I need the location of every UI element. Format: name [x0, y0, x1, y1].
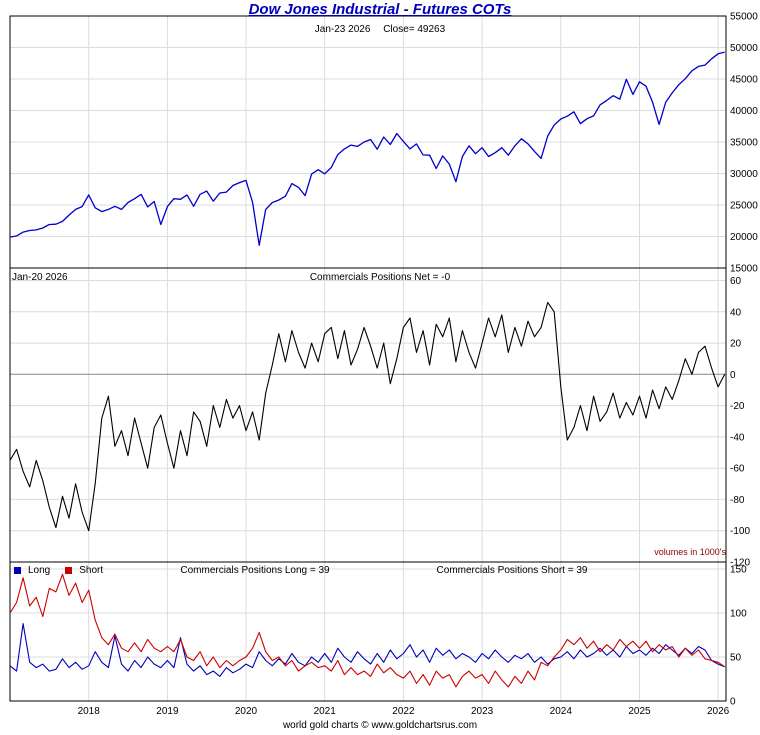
x-tick-label: 2022 [392, 706, 415, 717]
net-y-tick-label: -40 [730, 432, 745, 443]
net-y-tick-label: 0 [730, 370, 736, 381]
x-tick-label: 2021 [314, 706, 337, 717]
net-y-tick-label: 20 [730, 339, 742, 350]
x-tick-label: 2019 [156, 706, 179, 717]
commercials-long-line [9, 623, 725, 677]
net-y-tick-label: -100 [730, 526, 750, 537]
price-y-tick-label: 25000 [730, 201, 758, 212]
positions-long-title: Commercials Positions Long = 39 [180, 565, 330, 576]
price-y-tick-label: 50000 [730, 43, 758, 54]
net-panel-date-label: Jan-20 2026 [12, 272, 68, 283]
close-value-label: Close= 49263 [383, 24, 446, 35]
net-y-tick-label: -120 [730, 558, 750, 569]
price-y-tick-label: 55000 [730, 12, 758, 23]
price-y-tick-label: 40000 [730, 106, 758, 117]
chart-title: Dow Jones Industrial - Futures COTs [248, 1, 512, 18]
commercials-short-line [9, 573, 726, 688]
price-y-tick-label: 45000 [730, 75, 758, 86]
x-tick-label: 2020 [235, 706, 258, 717]
positions-y-tick-label: 0 [730, 697, 736, 708]
dow-jones-close-line [9, 51, 725, 246]
long-legend-label: Long [28, 565, 51, 576]
positions-y-tick-label: 100 [730, 609, 747, 620]
x-tick-label: 2024 [550, 706, 573, 717]
x-tick-label: 2026 [707, 706, 730, 717]
footer-credit: world gold charts © www.goldchartsrus.co… [282, 720, 478, 731]
short-legend-label: Short [79, 565, 104, 576]
price-y-tick-label: 15000 [730, 264, 758, 275]
positions-y-tick-label: 150 [730, 565, 747, 576]
net-y-tick-label: -60 [730, 464, 745, 475]
short-legend-swatch [65, 567, 73, 574]
net-y-tick-label: 60 [730, 276, 742, 287]
positions-legend: Long Short [14, 565, 103, 576]
positions-short-title: Commercials Positions Short = 39 [436, 565, 588, 576]
price-panel-subtitle: Jan-23 2026 Close= 49263 [0, 24, 760, 35]
net-panel-title: Commercials Positions Net = -0 [309, 272, 451, 283]
net-y-tick-label: -80 [730, 495, 745, 506]
price-y-tick-label: 35000 [730, 138, 758, 149]
latest-date-label: Jan-23 2026 [314, 24, 371, 35]
positions-panel-border [9, 561, 727, 702]
x-tick-label: 2018 [78, 706, 101, 717]
net-y-tick-label: -20 [730, 401, 745, 412]
volumes-note: volumes in 1000's [654, 547, 726, 557]
price-y-tick-label: 20000 [730, 232, 758, 243]
positions-y-tick-label: 50 [730, 653, 742, 664]
commercials-net-line [9, 301, 726, 532]
long-legend-swatch [14, 567, 21, 574]
x-tick-label: 2023 [471, 706, 494, 717]
x-tick-label: 2025 [628, 706, 651, 717]
price-y-tick-label: 30000 [730, 169, 758, 180]
net-y-tick-label: 40 [730, 307, 742, 318]
